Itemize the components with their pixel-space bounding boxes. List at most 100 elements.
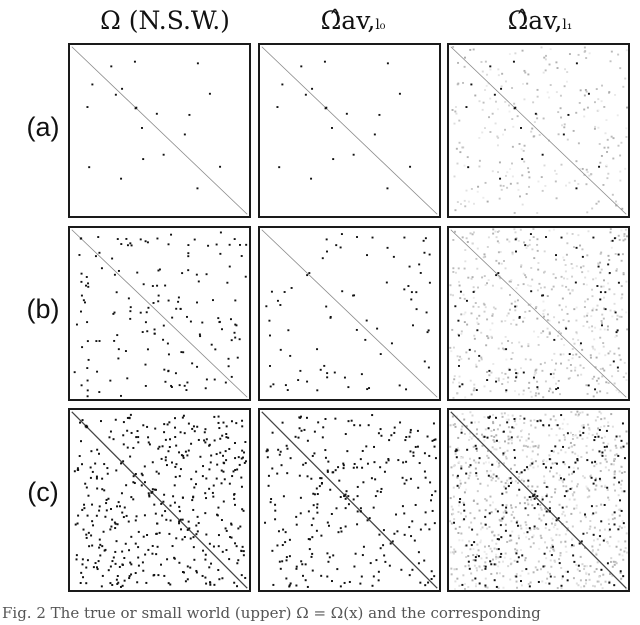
matrix-cell bbox=[188, 527, 191, 530]
noise-cell bbox=[604, 486, 607, 489]
noise-cell bbox=[567, 359, 570, 362]
matrix-cell bbox=[366, 519, 369, 522]
noise-cell bbox=[494, 508, 497, 511]
noise-cell bbox=[449, 424, 452, 427]
matrix-cell bbox=[323, 364, 326, 367]
matrix-cell bbox=[423, 452, 426, 455]
column-title-3-main: Ω̂av, bbox=[507, 6, 563, 35]
noise-cell bbox=[504, 482, 507, 485]
noise-cell bbox=[600, 251, 603, 254]
noise-cell bbox=[472, 305, 475, 308]
matrix-cell bbox=[484, 567, 487, 570]
noise-cell bbox=[559, 541, 562, 544]
matrix-cell bbox=[604, 308, 607, 311]
noise-cell bbox=[491, 477, 494, 480]
matrix-cell bbox=[454, 305, 457, 308]
matrix-cell bbox=[120, 492, 123, 495]
noise-cell bbox=[499, 446, 502, 449]
noise-cell bbox=[460, 332, 463, 335]
noise-cell bbox=[536, 249, 539, 252]
noise-cell bbox=[502, 378, 505, 380]
noise-cell bbox=[597, 548, 600, 551]
noise-cell bbox=[450, 545, 453, 548]
noise-cell bbox=[520, 436, 523, 439]
noise-cell bbox=[548, 331, 551, 334]
noise-cell bbox=[518, 393, 520, 396]
noise-cell bbox=[459, 151, 462, 154]
noise-cell bbox=[452, 46, 455, 48]
noise-cell bbox=[486, 470, 489, 473]
noise-cell bbox=[534, 445, 537, 448]
matrix-cell bbox=[173, 557, 176, 560]
noise-cell bbox=[537, 343, 540, 346]
matrix-cell bbox=[81, 563, 84, 566]
noise-cell bbox=[607, 172, 610, 175]
matrix-cell bbox=[361, 554, 364, 557]
matrix-cell bbox=[288, 585, 291, 588]
matrix-cell bbox=[265, 305, 268, 308]
noise-cell bbox=[509, 430, 512, 433]
matrix-cell bbox=[106, 472, 109, 475]
noise-cell bbox=[480, 61, 483, 63]
noise-cell bbox=[548, 390, 550, 393]
noise-cell bbox=[546, 295, 549, 298]
noise-cell bbox=[499, 184, 502, 187]
noise-cell bbox=[555, 434, 558, 437]
noise-cell bbox=[533, 257, 536, 260]
matrix-cell bbox=[92, 566, 95, 569]
noise-cell bbox=[599, 462, 602, 465]
matrix-cell bbox=[533, 497, 536, 500]
noise-cell bbox=[508, 539, 511, 542]
noise-cell bbox=[452, 512, 455, 515]
matrix-cell bbox=[383, 554, 386, 557]
matrix-cell bbox=[401, 476, 404, 479]
matrix-cell bbox=[227, 365, 230, 368]
matrix-cell bbox=[623, 457, 626, 460]
matrix-cell bbox=[207, 244, 210, 247]
matrix-cell bbox=[513, 107, 516, 110]
noise-cell bbox=[609, 573, 612, 576]
matrix-cell bbox=[473, 541, 476, 544]
matrix-cell bbox=[97, 236, 100, 238]
noise-cell bbox=[584, 300, 587, 303]
matrix-cell bbox=[356, 523, 359, 526]
matrix-cell bbox=[601, 454, 604, 457]
matrix-cell bbox=[346, 450, 349, 453]
noise-cell bbox=[609, 231, 612, 234]
matrix-cell bbox=[113, 339, 116, 342]
noise-cell bbox=[472, 548, 475, 551]
matrix-cell bbox=[312, 504, 315, 507]
matrix-cell bbox=[122, 421, 125, 424]
noise-cell bbox=[460, 457, 463, 460]
diagonal-line bbox=[261, 46, 438, 215]
noise-cell bbox=[506, 479, 509, 482]
matrix-cell bbox=[501, 492, 504, 495]
matrix-cell bbox=[279, 304, 282, 306]
noise-cell bbox=[625, 49, 628, 52]
matrix-cell bbox=[178, 561, 181, 564]
noise-cell bbox=[497, 347, 500, 350]
noise-cell bbox=[592, 278, 595, 281]
noise-cell bbox=[550, 565, 553, 568]
matrix-cell bbox=[276, 106, 279, 108]
noise-cell bbox=[597, 98, 600, 101]
noise-cell bbox=[456, 577, 459, 580]
matrix-cell bbox=[154, 488, 157, 491]
noise-cell bbox=[452, 423, 455, 426]
noise-cell bbox=[454, 550, 457, 553]
noise-cell bbox=[565, 505, 568, 508]
matrix-cell bbox=[204, 558, 207, 561]
matrix-cell bbox=[221, 577, 224, 580]
matrix-cell bbox=[266, 456, 269, 459]
matrix-cell bbox=[528, 496, 531, 499]
noise-cell bbox=[514, 506, 517, 509]
panel-b-true bbox=[68, 226, 251, 401]
matrix-cell bbox=[210, 343, 213, 346]
matrix-cell bbox=[580, 540, 583, 543]
matrix-cell bbox=[284, 531, 287, 534]
noise-cell bbox=[529, 528, 532, 531]
matrix-cell bbox=[495, 585, 498, 588]
noise-cell bbox=[583, 108, 586, 111]
noise-cell bbox=[600, 285, 603, 288]
noise-cell bbox=[572, 577, 575, 580]
